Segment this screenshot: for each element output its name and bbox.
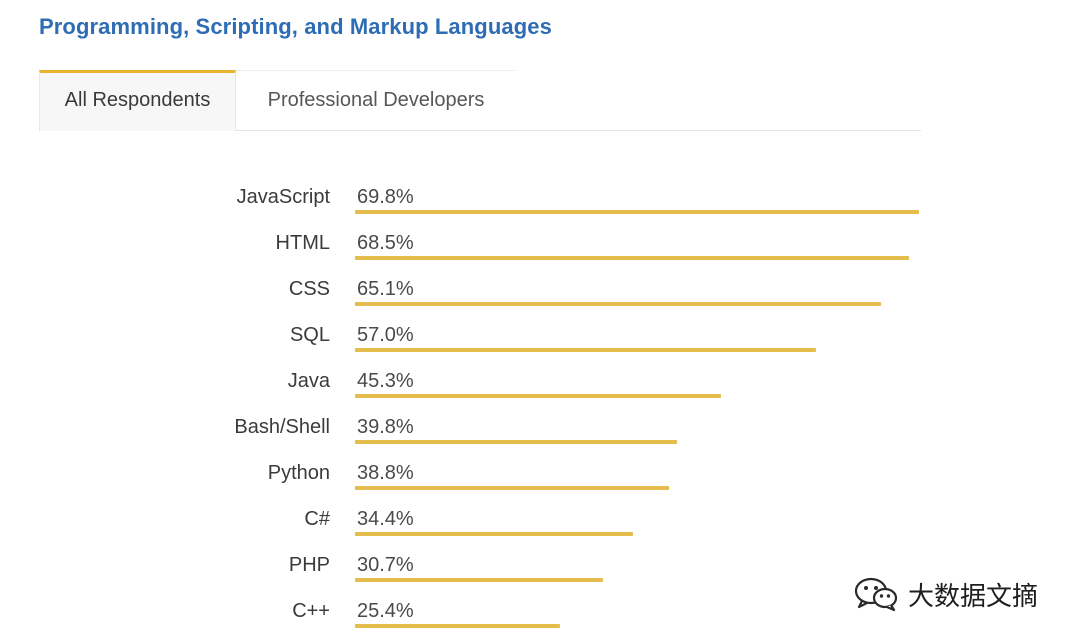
value-label: 68.5% — [357, 232, 414, 254]
category-label: Python — [267, 462, 330, 484]
value-label: 57.0% — [357, 324, 414, 346]
category-label: C++ — [292, 600, 330, 622]
watermark: 大数据文摘 — [852, 576, 1038, 612]
bar — [355, 210, 919, 214]
tab-professional-developers[interactable]: Professional Developers — [236, 70, 516, 130]
category-label: JavaScript — [236, 186, 330, 208]
value-label: 69.8% — [357, 186, 414, 208]
bar — [355, 440, 677, 444]
category-label: PHP — [288, 554, 330, 576]
bar — [355, 256, 909, 260]
value-label: 65.1% — [357, 278, 414, 300]
bar — [355, 394, 721, 398]
page-title: Programming, Scripting, and Markup Langu… — [39, 14, 552, 39]
bar — [355, 578, 603, 582]
bar — [355, 486, 669, 490]
bar — [355, 302, 881, 306]
category-label: CSS — [288, 278, 330, 300]
category-label: HTML — [275, 232, 330, 254]
bar — [355, 624, 560, 628]
tab-all-respondents[interactable]: All Respondents — [39, 70, 236, 131]
value-label: 38.8% — [357, 462, 414, 484]
category-label: Bash/Shell — [234, 416, 330, 438]
value-label: 39.8% — [357, 416, 414, 438]
wechat-icon — [854, 577, 898, 612]
value-label: 30.7% — [357, 554, 414, 576]
category-label: C# — [304, 508, 330, 530]
category-label: Java — [287, 370, 330, 392]
bar — [355, 348, 816, 352]
value-label: 34.4% — [357, 508, 414, 530]
watermark-text: 大数据文摘 — [908, 581, 1039, 612]
tab-bar: All Respondents Professional Developers — [39, 70, 921, 131]
value-label: 25.4% — [357, 600, 414, 622]
value-label: 45.3% — [357, 370, 414, 392]
category-label: SQL — [289, 324, 330, 346]
bar — [355, 532, 633, 536]
